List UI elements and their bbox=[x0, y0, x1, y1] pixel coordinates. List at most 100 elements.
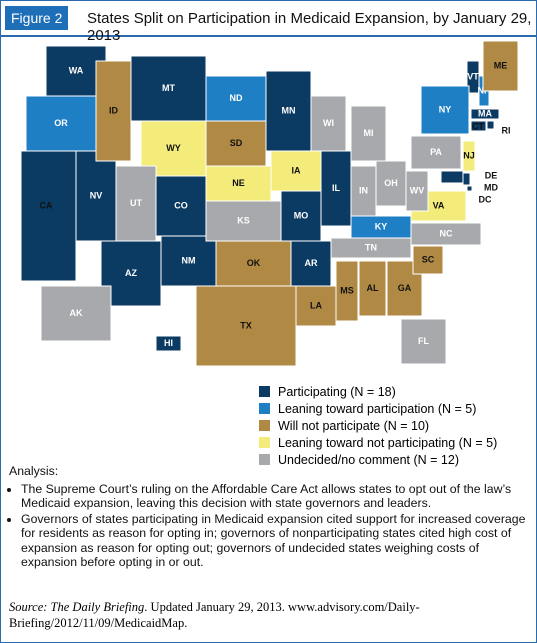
state bbox=[75, 150, 117, 242]
state-label: NJ bbox=[463, 150, 475, 160]
state bbox=[410, 222, 482, 246]
state bbox=[40, 285, 112, 342]
state bbox=[115, 165, 157, 242]
state-label: MD bbox=[484, 182, 498, 192]
map: WA CA NV AZ NM CO MT MN IL MO AR HI VT MA RI CT MD DE DC OR… bbox=[20, 40, 519, 367]
state bbox=[310, 95, 347, 152]
legend-label: Leaning toward not participating (N = 5) bbox=[278, 435, 498, 450]
legend-item: Leaning toward participation (N = 5) bbox=[259, 400, 497, 417]
state bbox=[350, 105, 387, 162]
legend-swatch bbox=[259, 386, 270, 397]
state-label: AR bbox=[305, 258, 318, 268]
state bbox=[400, 318, 447, 365]
bullet: Governors of states participating in Med… bbox=[21, 512, 529, 570]
legend-label: Will not participate (N = 10) bbox=[278, 418, 430, 433]
source-text: . Updated January 29, 2013. www.advisory… bbox=[9, 600, 420, 630]
legend-item: Participating (N = 18) bbox=[259, 383, 497, 400]
state-label: NE bbox=[232, 178, 245, 188]
bullets: The Supreme Court’s ruling on the Afford… bbox=[9, 482, 529, 570]
state bbox=[412, 245, 444, 275]
state-label: AK bbox=[70, 308, 83, 318]
source-title: The Daily Briefing bbox=[50, 600, 145, 614]
legend-swatch bbox=[259, 403, 270, 414]
state bbox=[330, 237, 412, 259]
state-label: IL bbox=[332, 183, 341, 193]
state-label: KS bbox=[237, 215, 250, 225]
legend-label: Undecided/no comment (N = 12) bbox=[278, 452, 459, 467]
state-label: VT bbox=[467, 71, 479, 81]
state bbox=[410, 135, 462, 170]
state bbox=[420, 85, 470, 135]
state-label: CA bbox=[40, 200, 53, 210]
state-label: OK bbox=[247, 258, 261, 268]
legend-label: Leaning toward participation (N = 5) bbox=[278, 401, 477, 416]
header: Figure 2 States Split on Participation i… bbox=[1, 1, 536, 44]
legend-item: Will not participate (N = 10) bbox=[259, 417, 497, 434]
state-label: AL bbox=[367, 283, 379, 293]
state-label: AZ bbox=[125, 268, 137, 278]
state bbox=[358, 260, 387, 317]
state-label: GA bbox=[398, 283, 412, 293]
state-label: SC bbox=[422, 254, 435, 264]
state-label: CO bbox=[174, 200, 188, 210]
state-label: TX bbox=[240, 320, 252, 330]
legend-swatch bbox=[259, 420, 270, 431]
state-label: MN bbox=[282, 105, 296, 115]
state bbox=[270, 150, 322, 192]
state bbox=[470, 108, 500, 120]
state-label: OR bbox=[54, 118, 68, 128]
state bbox=[155, 175, 207, 237]
legend-item: Undecided/no comment (N = 12) bbox=[259, 451, 497, 468]
state-label: DC bbox=[479, 194, 492, 204]
state bbox=[20, 150, 77, 282]
state-label: MI bbox=[364, 128, 374, 138]
legend-label: Participating (N = 18) bbox=[278, 384, 396, 399]
state bbox=[295, 285, 337, 327]
state-label: NM bbox=[182, 255, 196, 265]
state-label: MA bbox=[478, 108, 492, 118]
state bbox=[482, 40, 519, 92]
legend-swatch bbox=[259, 437, 270, 448]
state-label: UT bbox=[130, 198, 142, 208]
legend-swatch bbox=[259, 454, 270, 465]
state bbox=[205, 75, 267, 122]
state-label: WV bbox=[410, 185, 425, 195]
state-label: DE bbox=[485, 170, 498, 180]
state bbox=[386, 260, 423, 317]
state-label: ME bbox=[494, 60, 508, 70]
state bbox=[130, 55, 207, 122]
state-label: MS bbox=[340, 285, 354, 295]
state-label: PA bbox=[430, 147, 442, 157]
state bbox=[290, 240, 332, 287]
state-label: NV bbox=[90, 190, 103, 200]
state-label: WI bbox=[323, 118, 334, 128]
state-label: IN bbox=[359, 185, 368, 195]
state-label: KY bbox=[375, 221, 388, 231]
state-label: NC bbox=[440, 228, 453, 238]
state-label: RI bbox=[502, 125, 511, 135]
state-label: LA bbox=[310, 300, 322, 310]
state bbox=[462, 140, 476, 172]
state-label: ND bbox=[230, 93, 243, 103]
analysis-heading: Analysis: bbox=[9, 464, 59, 478]
state bbox=[155, 335, 182, 352]
state-label: FL bbox=[418, 336, 429, 346]
state bbox=[405, 170, 429, 212]
state-label: MO bbox=[294, 210, 309, 220]
state-label: SD bbox=[230, 138, 243, 148]
title: States Split on Participation in Medicai… bbox=[87, 10, 532, 44]
state-label: WY bbox=[166, 143, 181, 153]
state bbox=[205, 165, 272, 202]
state bbox=[95, 60, 132, 162]
state-label: IA bbox=[292, 165, 302, 175]
figure-label: Figure 2 bbox=[5, 6, 69, 30]
state-label: CT bbox=[472, 121, 484, 131]
legend-item: Leaning toward not participating (N = 5) bbox=[259, 434, 497, 451]
state-label: MT bbox=[162, 83, 175, 93]
legend: Participating (N = 18) Leaning toward par… bbox=[259, 383, 497, 468]
state bbox=[466, 185, 473, 192]
state bbox=[470, 120, 487, 132]
analysis: Analysis: The Supreme Court’s ruling on … bbox=[9, 464, 529, 571]
state-label: WA bbox=[69, 65, 84, 75]
